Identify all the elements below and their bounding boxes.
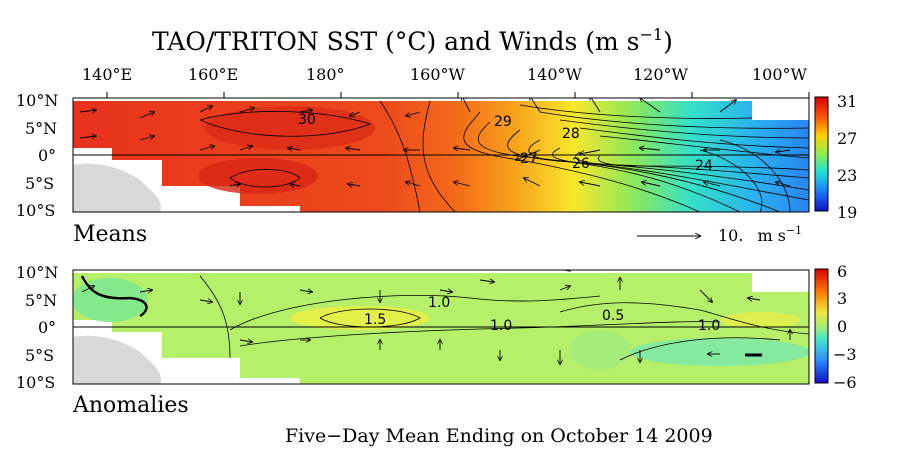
lat-label: 0° [38, 318, 56, 337]
anomalies-wind-vectors [81, 270, 790, 364]
lon-label: 100°W [752, 65, 808, 84]
contour-label: 30 [298, 112, 316, 128]
colorbar-tick: 31 [837, 92, 857, 111]
lon-label: 140°E [82, 65, 132, 84]
means-contour-labels: 30 29 28 27 26 24 [298, 112, 713, 174]
lat-label: 5°S [25, 346, 54, 365]
new-guinea-land [73, 163, 161, 212]
colorbar-tick: 3 [837, 289, 847, 308]
colorbar-tick: 19 [837, 203, 857, 222]
anomalies-panel: 1.0 1.5 1.0 0.5 1.0 10°N 5°N 0° 5°S 10°S… [16, 262, 857, 418]
contour-label: 29 [494, 114, 512, 130]
lon-label: 180° [306, 65, 345, 84]
colorbar-tick: 6 [837, 262, 847, 281]
contour-label: 28 [562, 126, 580, 142]
colorbar-tick: 27 [837, 129, 857, 148]
lat-label: 5°N [25, 119, 57, 138]
means-ticks [106, 92, 810, 98]
longitude-labels: 140°E 160°E 180° 160°W 140°W 120°W 100°W [82, 65, 808, 84]
contour-label: 24 [695, 158, 713, 174]
figure-title: TAO/TRITON SST (°C) and Winds (m s−1) [152, 25, 673, 56]
colorbar-tick: −6 [833, 373, 857, 392]
contour-label: 27 [520, 151, 538, 167]
means-panel: 30 29 28 27 26 24 10°N 5°N 0° 5°S 10°S 3… [16, 91, 857, 247]
lat-label: 10°N [16, 91, 58, 110]
anomalies-colorbar [814, 268, 829, 384]
contour-label: 0.5 [602, 308, 624, 324]
lon-label: 120°W [633, 65, 689, 84]
lon-label: 140°W [527, 65, 583, 84]
lon-label: 160°E [188, 65, 238, 84]
contour-label: 1.0 [490, 318, 512, 334]
colorbar-tick: 23 [837, 166, 857, 185]
contour-label: 1.5 [364, 312, 386, 328]
lon-label: 160°W [410, 65, 466, 84]
lat-label: 10°S [16, 201, 55, 220]
anomalies-frame [72, 269, 810, 385]
lat-label: 10°S [16, 373, 55, 392]
lat-label: 10°N [16, 263, 58, 282]
new-guinea-land [73, 335, 161, 384]
means-panel-label: Means [73, 222, 147, 247]
contour-label: 1.0 [428, 295, 450, 311]
lat-label: 5°N [25, 291, 57, 310]
means-lat-labels: 10°N 5°N 0° 5°S 10°S [16, 91, 58, 220]
means-colorbar [814, 96, 829, 212]
means-wind-vectors [79, 98, 791, 186]
means-frame [72, 97, 810, 213]
contour-label: 1.0 [698, 318, 720, 334]
means-colorbar-ticks: 31 27 23 19 [837, 92, 857, 222]
colorbar-tick: 0 [837, 317, 847, 336]
lat-label: 0° [38, 146, 56, 165]
anomalies-contour-labels: 1.0 1.5 1.0 0.5 1.0 [364, 295, 720, 334]
anomalies-colorbar-ticks: 6 3 0 −3 −6 [833, 262, 857, 392]
colorbar-tick: −3 [833, 345, 857, 364]
anomalies-lat-labels: 10°N 5°N 0° 5°S 10°S [16, 263, 58, 392]
anomalies-panel-label: Anomalies [72, 393, 189, 418]
lat-label: 5°S [25, 174, 54, 193]
footer-caption: Five−Day Mean Ending on October 14 2009 [285, 425, 713, 447]
contour-label: 26 [572, 156, 590, 172]
reference-vector-label: 10. m s−1 [718, 224, 802, 245]
